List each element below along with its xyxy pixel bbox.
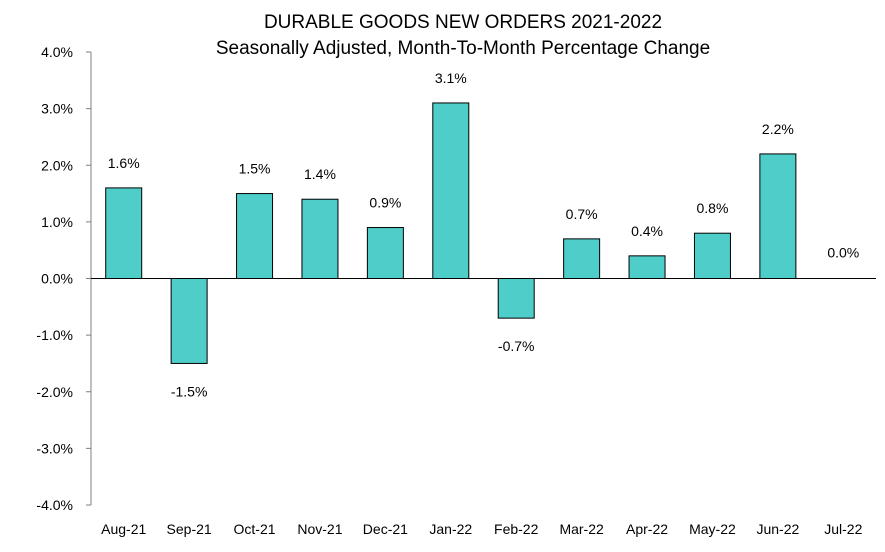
x-tick-label: Dec-21	[363, 521, 408, 537]
x-tick-label: Nov-21	[297, 521, 342, 537]
bar	[563, 238, 601, 280]
chart-title: DURABLE GOODS NEW ORDERS 2021-2022	[264, 12, 662, 33]
bar	[366, 227, 404, 280]
chart-subtitle: Seasonally Adjusted, Month-To-Month Perc…	[216, 38, 710, 59]
x-tick-label: Oct-21	[234, 521, 276, 537]
x-tick-label: Jan-22	[429, 521, 472, 537]
bar	[301, 198, 339, 280]
bar	[105, 187, 143, 279]
data-label: 0.0%	[827, 245, 859, 261]
data-label: 2.2%	[762, 121, 794, 137]
data-label: -1.5%	[171, 383, 208, 399]
bar	[497, 278, 535, 319]
x-tick-labels: Aug-21 Sep-21 Oct-21 Nov-21 Dec-21 Jan-22 Feb-…	[101, 521, 862, 537]
data-labels: 1.6% -1.5% 1.5% 1.4% 0.9% 3.1% -0.7% 0.7% 0.4% 0.…	[108, 70, 860, 399]
x-tick-label: Feb-22	[494, 521, 539, 537]
data-label: 0.7%	[566, 206, 598, 222]
x-tick-label: May-22	[689, 521, 736, 537]
x-tick-label: Jul-22	[824, 521, 862, 537]
y-tick-label: -2.0%	[36, 384, 73, 400]
y-tick-label: 0.0%	[41, 271, 73, 287]
bar	[236, 193, 274, 279]
y-tick-label: 1.0%	[41, 214, 73, 230]
y-tick-label: -4.0%	[36, 497, 73, 513]
data-label: 1.5%	[239, 161, 271, 177]
y-tick-label: 2.0%	[41, 157, 73, 173]
y-tick-label: -1.0%	[36, 327, 73, 343]
data-label: 0.4%	[631, 223, 663, 239]
bar	[170, 278, 208, 364]
bar	[759, 153, 797, 279]
data-label: 0.9%	[369, 195, 401, 211]
data-label: 3.1%	[435, 70, 467, 86]
x-tick-label: Jun-22	[756, 521, 799, 537]
bars	[105, 102, 797, 364]
y-tick-label: -3.0%	[36, 440, 73, 456]
x-tick-label: Sep-21	[167, 521, 212, 537]
x-tick-label: Mar-22	[559, 521, 604, 537]
data-label: 0.8%	[696, 200, 728, 216]
x-tick-label: Aug-21	[101, 521, 146, 537]
data-label: -0.7%	[498, 338, 535, 354]
data-label: 1.4%	[304, 166, 336, 182]
x-tick-label: Apr-22	[626, 521, 668, 537]
bar	[628, 255, 666, 280]
bar	[432, 102, 470, 280]
y-tick-label: 3.0%	[41, 101, 73, 117]
bar	[693, 232, 731, 279]
y-axis: 4.0% 3.0% 2.0% 1.0% 0.0% -1.0% -2.0% -3.0% -4.0%	[36, 44, 92, 513]
data-label: 1.6%	[108, 155, 140, 171]
y-tick-label: 4.0%	[41, 44, 73, 60]
